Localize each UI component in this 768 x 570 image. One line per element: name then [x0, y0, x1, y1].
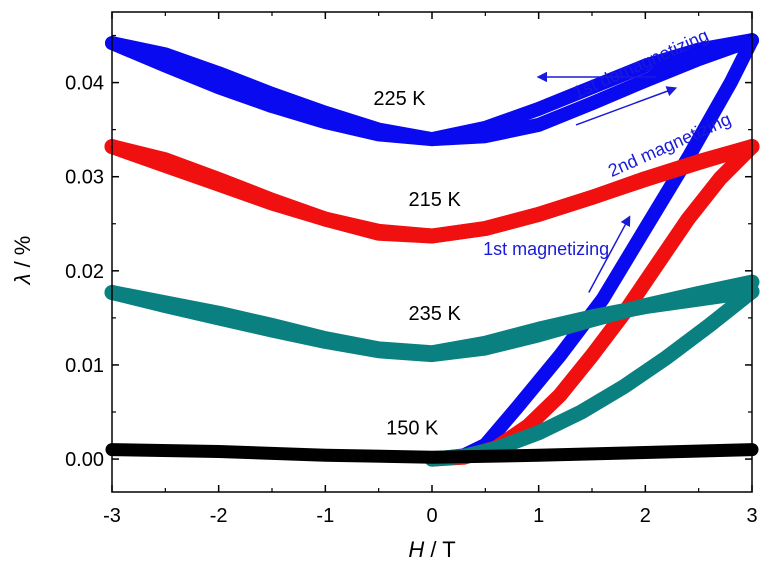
annotation-arrow: [588, 215, 631, 293]
series-branch: [105, 33, 759, 147]
y-tick-label: 0.01: [65, 355, 104, 377]
series-branch: [105, 443, 759, 464]
x-tick-label: -1: [316, 505, 334, 527]
y-tick-label: 0.02: [65, 261, 104, 283]
x-tick-label: 1: [533, 505, 544, 527]
annotation-arrow: [575, 86, 678, 126]
series-branch: [104, 274, 760, 363]
series-225k: [105, 33, 759, 467]
x-tick-label: 0: [426, 505, 437, 527]
x-tick-label: -3: [103, 505, 121, 527]
y-tick-label: 0.00: [65, 449, 104, 471]
x-tick-label: -2: [210, 505, 228, 527]
y-tick-label: 0.03: [65, 167, 104, 189]
x-tick-label: 2: [640, 505, 651, 527]
series-150k: [105, 443, 759, 464]
x-axis-title: H / T: [408, 537, 455, 562]
y-axis-title: λ / %: [10, 236, 35, 286]
axes-layer: -3 -2 -1 0 1 2 3 0.00 0.01 0.02 0.03 0.04: [65, 12, 758, 527]
y-tick-label: 0.04: [65, 73, 104, 95]
curve-label: 150 K: [386, 418, 439, 440]
annotation-label: 1st magnetizing: [483, 239, 609, 259]
curve-label: 225 K: [373, 88, 426, 110]
labels-layer: 225 K 215 K 235 K 150 K: [373, 88, 461, 439]
x-tick-label: 3: [746, 505, 757, 527]
series-layer: [104, 33, 760, 467]
curve-label: 215 K: [409, 189, 462, 211]
curve-label: 235 K: [409, 303, 462, 325]
series-branch: [104, 139, 760, 244]
